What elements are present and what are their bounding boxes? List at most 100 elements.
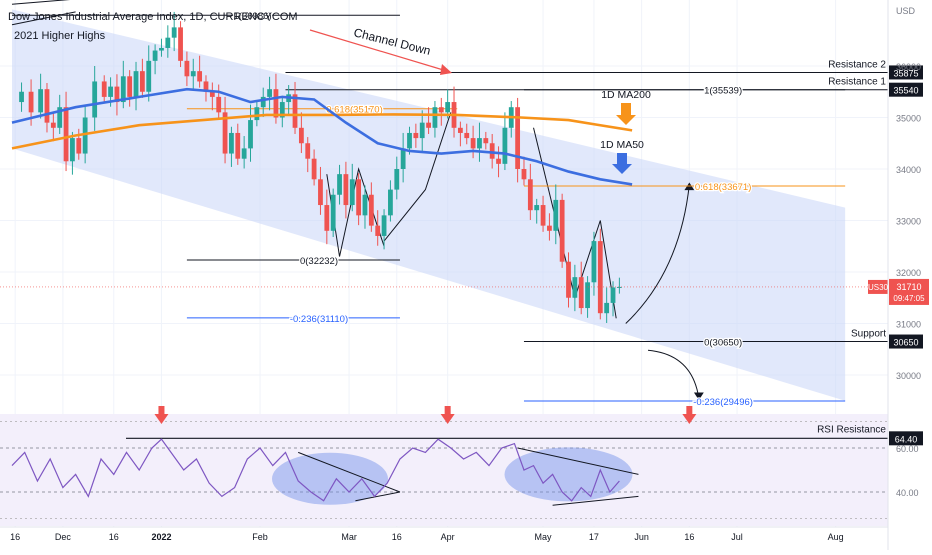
candle-body bbox=[127, 76, 133, 97]
candle-body bbox=[146, 60, 152, 92]
x-tick-label: Feb bbox=[252, 532, 268, 542]
candle-body bbox=[464, 132, 470, 139]
candle-body bbox=[534, 205, 540, 211]
level-badge-label: 30650 bbox=[893, 338, 918, 348]
candle-body bbox=[489, 143, 495, 159]
candle-body bbox=[483, 138, 489, 144]
candle-body bbox=[82, 117, 88, 154]
candle-body bbox=[432, 107, 438, 128]
candle-body bbox=[445, 102, 451, 113]
candle-body bbox=[362, 194, 368, 216]
candle-body bbox=[248, 120, 253, 149]
candle-body bbox=[477, 138, 482, 149]
candle-body bbox=[527, 179, 533, 211]
fib-label: -0.236(31110) bbox=[290, 314, 348, 325]
rsi-top-marker bbox=[440, 414, 455, 424]
candle-body bbox=[559, 199, 565, 262]
candle-body bbox=[515, 107, 521, 169]
candle-body bbox=[585, 282, 590, 309]
rsi-trend-line bbox=[355, 491, 401, 502]
candle-body bbox=[375, 225, 381, 236]
candle-body bbox=[407, 132, 412, 149]
ma200-line bbox=[11, 113, 633, 150]
candle-body bbox=[394, 169, 400, 190]
rsi-top-marker bbox=[154, 414, 169, 424]
projection-arc-up bbox=[625, 184, 690, 324]
candle-body bbox=[260, 96, 266, 108]
candle-body bbox=[343, 174, 349, 206]
candle-body bbox=[413, 132, 419, 139]
y-tick-label: 33000 bbox=[896, 217, 921, 227]
rsi-divergence-zone bbox=[504, 447, 633, 502]
candle-body bbox=[330, 194, 336, 231]
rsi-trend-line bbox=[517, 447, 639, 475]
arrow-head bbox=[693, 392, 704, 401]
candle-body bbox=[241, 148, 247, 159]
candle-body bbox=[133, 71, 139, 97]
rsi-panel bbox=[0, 414, 888, 526]
candle-body bbox=[419, 122, 425, 139]
candle-body bbox=[108, 86, 113, 97]
candle-body bbox=[521, 169, 527, 180]
y-tick-label: 32000 bbox=[896, 268, 921, 278]
candle-body bbox=[92, 81, 98, 118]
candle-body bbox=[305, 143, 311, 159]
candle-body bbox=[438, 107, 444, 113]
candle-body bbox=[318, 179, 323, 206]
candle-body bbox=[76, 138, 82, 154]
candle-body bbox=[426, 122, 431, 128]
fib-label: 1(36986) bbox=[234, 11, 272, 22]
fib-label: 0(32232) bbox=[300, 256, 338, 267]
rsi-tick-label: 60.00 bbox=[896, 444, 919, 454]
ma200-label: 1D MA200 bbox=[601, 89, 651, 101]
arrow-head bbox=[684, 182, 695, 191]
candle-body bbox=[381, 215, 387, 236]
candle-body bbox=[50, 122, 56, 128]
candle-body bbox=[165, 37, 171, 48]
rsi-top-marker-shaft bbox=[686, 406, 693, 415]
symbol-badge-label: US30 bbox=[868, 283, 889, 292]
rsi-top-marker-shaft bbox=[158, 406, 165, 415]
x-tick-label: Mar bbox=[341, 532, 357, 542]
rsi-resistance-value: 64.40 bbox=[895, 434, 918, 444]
currency-label: USD bbox=[896, 6, 916, 16]
level-badge bbox=[889, 334, 923, 349]
candle-body bbox=[400, 148, 406, 169]
level-name: Resistance 2 bbox=[828, 59, 886, 70]
level-badge bbox=[889, 65, 923, 80]
candle-body bbox=[19, 91, 24, 103]
candle-body bbox=[604, 302, 610, 314]
level-name: Resistance 1 bbox=[828, 77, 886, 88]
fib-label: 1(35539) bbox=[704, 86, 742, 97]
candle-body bbox=[496, 158, 501, 164]
candle-body bbox=[44, 89, 50, 123]
x-tick-label: May bbox=[535, 532, 553, 542]
candle-body bbox=[254, 107, 260, 121]
candle-body bbox=[540, 205, 546, 226]
candle-body bbox=[178, 27, 183, 61]
y-tick-label: 34000 bbox=[896, 165, 921, 175]
candle-body bbox=[152, 50, 158, 61]
rsi-top-marker bbox=[682, 414, 697, 424]
candle-body bbox=[197, 71, 203, 82]
rsi-divergence-zone bbox=[272, 452, 388, 505]
rsi-tick-label: 40.00 bbox=[896, 488, 919, 498]
chart-title: Dow Jones Industrial Average Index, 1D, … bbox=[8, 11, 298, 23]
candle-body bbox=[114, 86, 120, 103]
ma50-arrow bbox=[612, 164, 632, 174]
level-name: Support bbox=[851, 329, 886, 340]
candle-body bbox=[324, 205, 330, 231]
ma200-arrow-shaft bbox=[621, 103, 631, 115]
y-tick-label: 36000 bbox=[896, 62, 921, 72]
x-tick-label: 2022 bbox=[151, 532, 171, 542]
candle-body bbox=[203, 81, 209, 92]
candle-body bbox=[616, 286, 622, 288]
candle-body bbox=[57, 107, 63, 128]
pattern-line bbox=[11, 0, 71, 5]
projection-arc-down bbox=[647, 349, 700, 399]
pattern-line bbox=[383, 112, 452, 242]
candle-body bbox=[273, 89, 279, 118]
level-badge-label: 35540 bbox=[893, 86, 918, 96]
candle-body bbox=[235, 132, 241, 159]
